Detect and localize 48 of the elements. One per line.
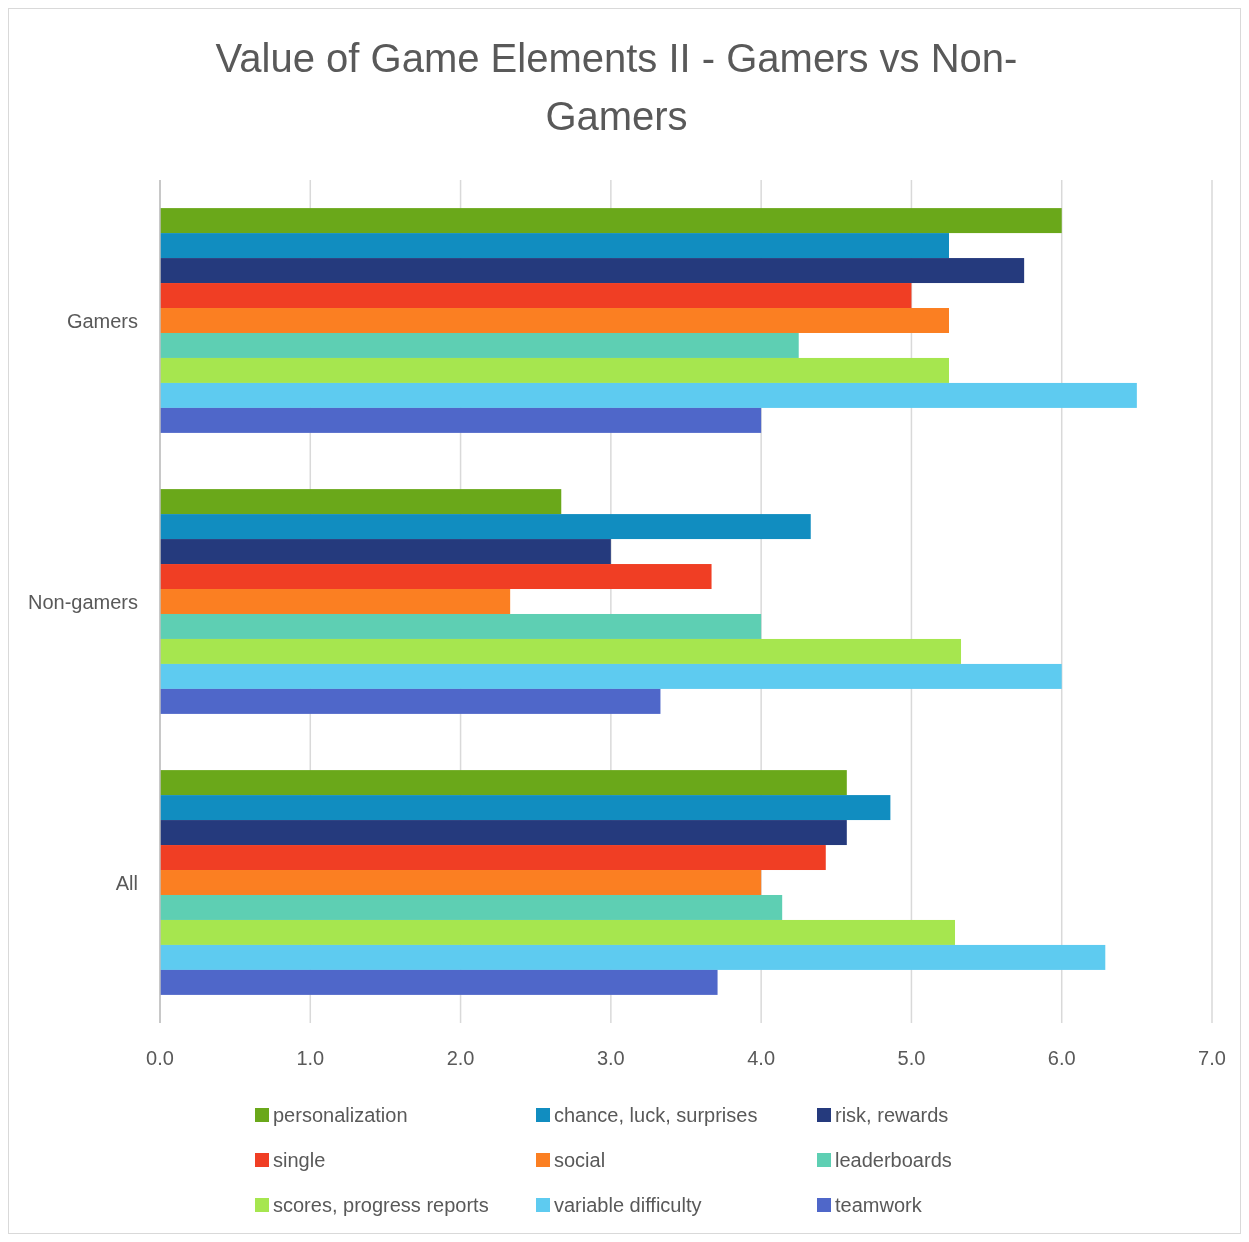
x-tick-label: 7.0 [1198, 1047, 1226, 1069]
x-tick-label: 4.0 [747, 1047, 776, 1069]
bar [160, 407, 762, 433]
x-tick-label: 5.0 [897, 1047, 926, 1069]
x-tick-label: 1.0 [296, 1047, 325, 1069]
y-tick-label: All [115, 871, 138, 894]
legend-label: teamwork [835, 1194, 923, 1216]
bar [160, 332, 799, 358]
chart-title: Value of Game Elements II - Gamers vs Non-Gamers [215, 36, 1018, 138]
bar [160, 688, 661, 714]
y-tick-label: Non-gamers [27, 590, 138, 613]
bar [160, 638, 962, 664]
bar [160, 489, 562, 515]
legend-label: personalization [273, 1104, 408, 1126]
legend-label: chance, luck, surprises [554, 1104, 758, 1126]
bar [160, 514, 811, 540]
legend-label: scores, progress reports [273, 1194, 489, 1216]
bar [160, 820, 847, 846]
y-tick-label: Gamers [66, 309, 138, 332]
legend-label: leaderboards [835, 1149, 952, 1171]
bar [160, 795, 891, 821]
bar [160, 663, 1062, 689]
x-tick-label: 2.0 [446, 1047, 475, 1069]
bar [160, 845, 826, 871]
legend-label: single [273, 1149, 326, 1171]
x-tick-label: 6.0 [1047, 1047, 1076, 1069]
bar [160, 539, 611, 565]
bar [160, 944, 1106, 970]
bar [160, 919, 956, 945]
x-tick-label: 0.0 [146, 1047, 174, 1069]
bar [160, 382, 1137, 408]
bar [160, 564, 712, 590]
bar [160, 208, 1062, 234]
bar [160, 283, 912, 309]
x-tick-label: 3.0 [596, 1047, 625, 1069]
bar [160, 308, 949, 333]
bar [160, 613, 762, 639]
bar [160, 258, 1025, 284]
legend-label: social [554, 1149, 606, 1171]
bar [160, 357, 949, 383]
legend-label: variable difficulty [554, 1194, 702, 1216]
bar [160, 233, 949, 259]
bar [160, 969, 718, 995]
bar [160, 589, 511, 614]
bar [160, 770, 847, 796]
legend-label: risk, rewards [835, 1104, 949, 1126]
bar [160, 894, 783, 920]
bar [160, 870, 762, 895]
